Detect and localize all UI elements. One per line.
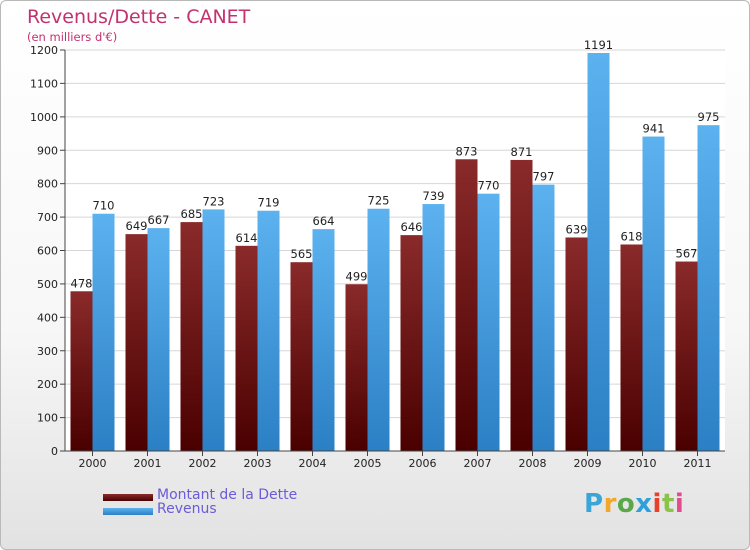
data-label-dette: 618 [621, 229, 643, 243]
legend-label-dette: Montant de la Dette [157, 487, 298, 503]
data-label-revenus: 723 [203, 194, 225, 208]
bar-revenus [367, 208, 390, 451]
x-tick-label: 2009 [574, 457, 602, 470]
x-tick-label: 2010 [629, 457, 657, 470]
data-label-dette: 639 [566, 222, 588, 236]
data-label-dette: 649 [126, 219, 148, 233]
y-tick-label: 1000 [30, 111, 58, 124]
bar-revenus [477, 193, 500, 452]
x-tick-label: 2000 [79, 457, 107, 470]
data-label-dette: 478 [71, 276, 93, 290]
bar-dette [70, 291, 93, 451]
data-label-dette: 685 [181, 207, 203, 221]
bar-dette [125, 234, 148, 451]
x-tick-label: 2003 [244, 457, 272, 470]
bar-dette [290, 262, 313, 451]
y-tick-label: 600 [37, 245, 58, 258]
legend-label-revenus: Revenus [157, 501, 217, 517]
data-label-revenus: 739 [423, 189, 445, 203]
legend-swatch-dette [103, 494, 153, 501]
data-label-revenus: 664 [313, 214, 335, 228]
bar-revenus [147, 228, 170, 451]
y-tick-label: 900 [37, 144, 58, 157]
data-label-dette: 873 [456, 144, 478, 158]
y-tick-label: 400 [37, 311, 58, 324]
x-tick-label: 2005 [354, 457, 382, 470]
bar-dette [235, 245, 258, 451]
x-tick-label: 2001 [134, 457, 162, 470]
y-tick-label: 300 [37, 345, 58, 358]
data-label-dette: 565 [291, 247, 313, 261]
bar-revenus [587, 53, 610, 451]
data-label-dette: 614 [236, 231, 258, 245]
y-tick-label: 1200 [30, 44, 58, 57]
bar-dette [675, 261, 698, 451]
bar-dette [180, 222, 203, 451]
bar-revenus [532, 184, 555, 451]
y-tick-label: 700 [37, 211, 58, 224]
y-tick-label: 1100 [30, 77, 58, 90]
bar-dette [400, 235, 423, 451]
legend-swatch-revenus [103, 508, 153, 515]
axes: 0 100 200 300 400 500 600 700 800 900 1000 1100 1200… [30, 44, 725, 470]
data-label-revenus: 719 [258, 196, 280, 210]
bars [70, 53, 720, 452]
data-label-dette: 646 [401, 220, 423, 234]
bar-revenus [92, 213, 115, 451]
bar-dette [620, 244, 643, 451]
grid-lines [65, 49, 725, 452]
data-label-revenus: 725 [368, 194, 390, 208]
data-label-dette: 871 [511, 145, 533, 159]
data-label-revenus: 941 [643, 122, 665, 136]
y-tick-label: 800 [37, 178, 58, 191]
data-label-dette: 499 [346, 269, 368, 283]
data-label-revenus: 667 [148, 213, 170, 227]
proxiti-logo: Proxiti [584, 489, 685, 519]
bar-revenus [642, 136, 665, 451]
bar-revenus [312, 229, 335, 451]
x-tick-label: 2011 [684, 457, 712, 470]
x-tick-label: 2002 [189, 457, 217, 470]
bar-revenus [697, 125, 720, 451]
data-label-revenus: 1191 [584, 38, 613, 52]
data-label-revenus: 770 [478, 179, 500, 193]
x-tick-label: 2008 [519, 457, 547, 470]
data-label-revenus: 710 [93, 199, 115, 213]
bar-revenus [422, 204, 445, 451]
bar-revenus [202, 209, 225, 451]
bar-revenus [257, 210, 280, 451]
x-tick-label: 2006 [409, 457, 437, 470]
x-tick-label: 2007 [464, 457, 492, 470]
y-tick-label: 100 [37, 412, 58, 425]
chart-title: Revenus/Dette - CANET [27, 6, 251, 28]
bar-dette [345, 284, 368, 451]
y-tick-label: 200 [37, 378, 58, 391]
data-label-revenus: 797 [533, 170, 555, 184]
y-tick-label: 500 [37, 278, 58, 291]
data-label-dette: 567 [676, 247, 698, 261]
bar-dette [510, 159, 533, 451]
bar-dette [565, 237, 588, 451]
data-label-revenus: 975 [698, 110, 720, 124]
y-tick-label: 0 [51, 445, 58, 458]
bar-dette [455, 159, 478, 451]
chart-subtitle: (en milliers d'€) [27, 30, 118, 44]
x-tick-label: 2004 [299, 457, 327, 470]
